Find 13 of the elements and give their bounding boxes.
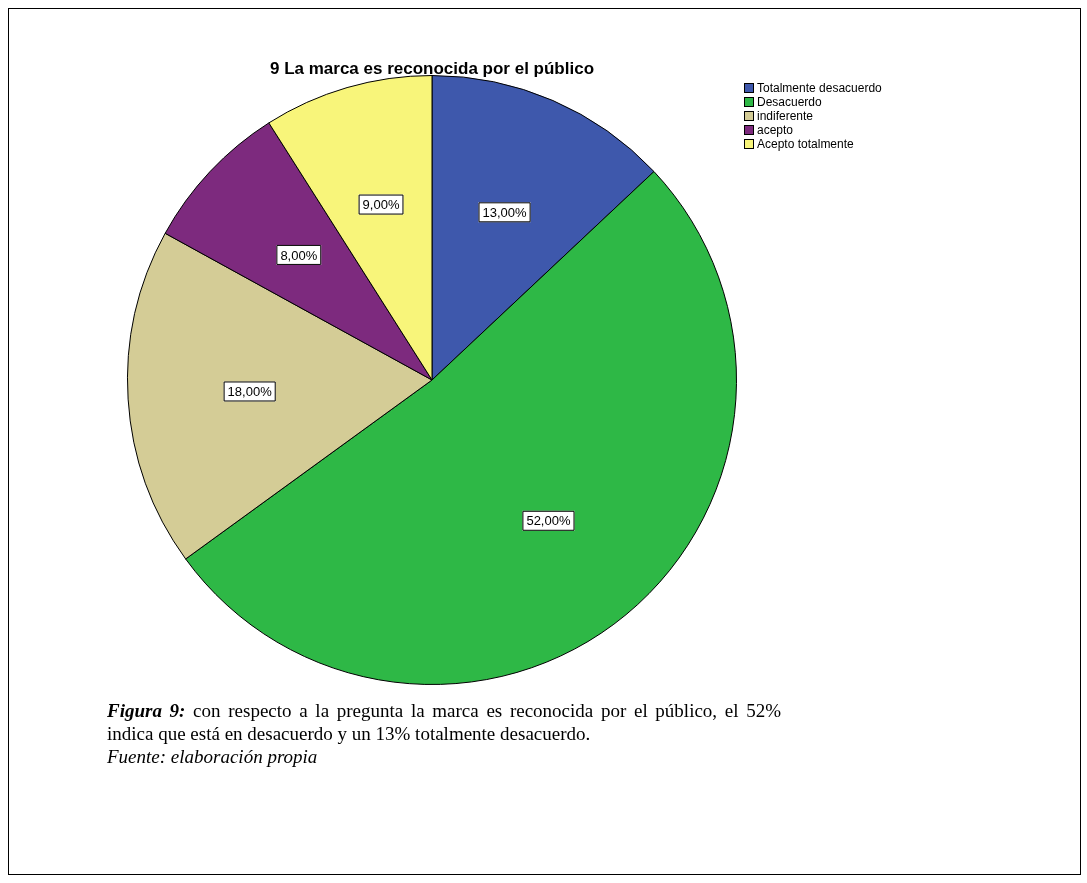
source-note: Fuente: elaboración propia — [107, 745, 319, 768]
chart-title: 9 La marca es reconocida por el público — [268, 59, 596, 79]
legend-label: Totalmente desacuerdo — [757, 81, 882, 95]
legend-label: Acepto totalmente — [757, 137, 854, 151]
data-label: 9,00% — [362, 197, 400, 213]
data-label: 52,00% — [526, 513, 571, 529]
text: Figura 9: con respecto a la pregunta la marca es reconocida por el público, el 52% indica que está en desacuerdo y un 13% totalmente desacuerdo. — [107, 700, 781, 744]
legend-label: acepto — [757, 123, 794, 137]
legend-label: Desacuerdo — [757, 95, 822, 109]
legend-label: indiferente — [757, 109, 814, 123]
data-label: 13,00% — [482, 204, 528, 220]
data-label: 18,00% — [227, 384, 273, 400]
data-label: 8,00% — [280, 247, 318, 263]
